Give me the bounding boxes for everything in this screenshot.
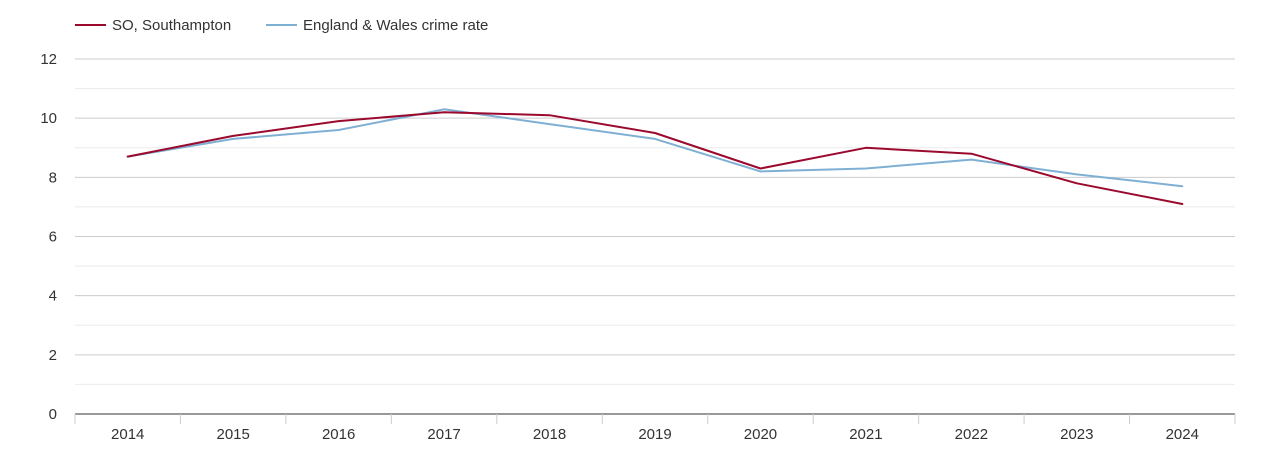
y-tick-label: 12 [40, 51, 57, 68]
x-tick-label: 2024 [1166, 426, 1199, 443]
point-england-wales-2021[interactable] [862, 165, 870, 173]
y-tick-label: 4 [49, 288, 57, 305]
point-england-wales-2016[interactable] [335, 126, 343, 134]
legend-label-southampton: SO, Southampton [112, 17, 231, 34]
y-tick-label: 0 [49, 406, 57, 423]
legend-item-southampton[interactable]: SO, Southampton [75, 17, 231, 34]
x-tick-label: 2018 [533, 426, 566, 443]
series-lines [124, 108, 1186, 208]
y-tick-label: 8 [49, 169, 57, 186]
x-tick-label: 2020 [744, 426, 777, 443]
point-southampton-2022[interactable] [967, 150, 975, 158]
point-southampton-2015[interactable] [229, 132, 237, 140]
legend-label-england-wales: England & Wales crime rate [303, 17, 488, 34]
y-tick-label: 6 [49, 229, 57, 246]
point-southampton-2023[interactable] [1073, 179, 1081, 187]
y-tick-label: 10 [40, 110, 57, 127]
x-tick-label: 2021 [849, 426, 882, 443]
point-southampton-2018[interactable] [546, 111, 554, 119]
point-southampton-2021[interactable] [862, 144, 870, 152]
x-tick-label: 2023 [1060, 426, 1093, 443]
point-southampton-2020[interactable] [757, 165, 765, 173]
point-southampton-2024[interactable] [1178, 200, 1186, 208]
y-tick-label: 2 [49, 347, 57, 364]
legend: SO, Southampton England & Wales crime ra… [75, 17, 488, 34]
x-tick-label: 2022 [955, 426, 988, 443]
x-tick-label: 2014 [111, 426, 144, 443]
point-southampton-2017[interactable] [440, 108, 448, 116]
point-southampton-2019[interactable] [651, 129, 659, 137]
x-tick-label: 2019 [638, 426, 671, 443]
point-southampton-2014[interactable] [124, 153, 132, 161]
x-tick-label: 2015 [216, 426, 249, 443]
point-england-wales-2023[interactable] [1073, 170, 1081, 178]
point-england-wales-2024[interactable] [1178, 182, 1186, 190]
axes: 0 2 4 6 8 10 12 2014 2015 2016 2017 2018 2019 2020 202… [40, 51, 1236, 443]
x-tick-label: 2016 [322, 426, 355, 443]
point-england-wales-2018[interactable] [546, 120, 554, 128]
legend-item-england-wales[interactable]: England & Wales crime rate [266, 17, 488, 34]
point-southampton-2016[interactable] [335, 117, 343, 125]
gridlines [75, 58, 1235, 385]
x-tick-label: 2017 [427, 426, 460, 443]
series-line-southampton[interactable] [126, 111, 1184, 205]
